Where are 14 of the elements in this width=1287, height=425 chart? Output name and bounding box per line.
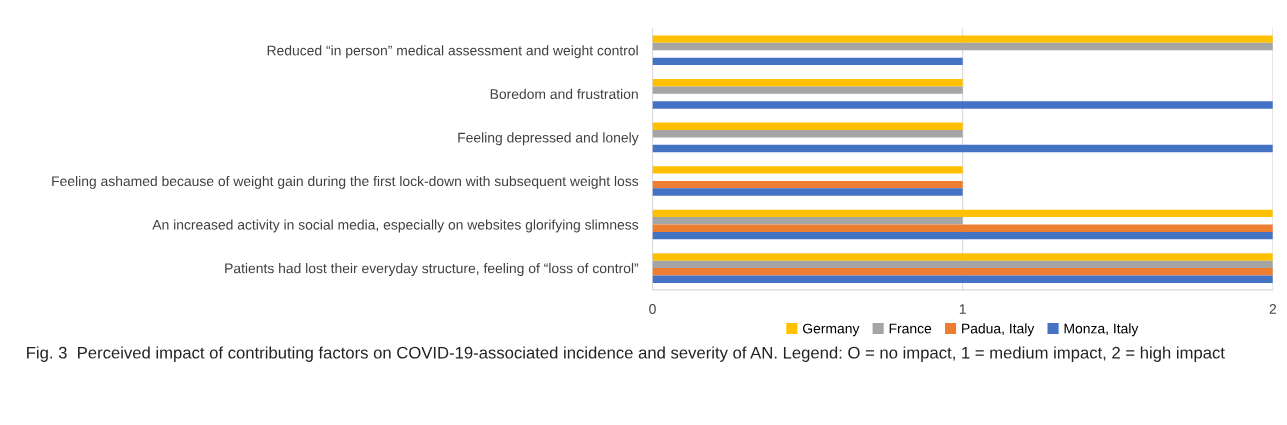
x-tick-label: 0: [649, 304, 656, 314]
y-tick-label: Boredom and frustration: [490, 88, 638, 99]
y-tick-label: Reduced “in person” medical assessment and weight control: [267, 45, 638, 59]
legend-label: Germany: [802, 323, 860, 337]
legend-label: France: [889, 323, 932, 334]
legend-label: Monza, Italy: [1064, 323, 1139, 337]
y-tick-label: Patients had lost their everyday structure, feeling of “loss of control”: [225, 263, 639, 276]
x-tick-label: 2: [1269, 304, 1277, 314]
x-tick-label: 1: [959, 304, 966, 314]
legend-label: Padua, Italy: [962, 323, 1035, 337]
y-tick-label: An increased activity in social media, especially on websites glorifying slimness: [152, 219, 639, 233]
caption: Fig. 3 Perceived impact of contributing factors on COVID-19-associated incidence and severity of AN. Legend: O = no impact, 1 = medium impact, 2 = high impact: [27, 346, 1225, 362]
y-tick-label: Feeling depressed and lonely: [458, 132, 639, 146]
y-tick-label: Feeling ashamed because of weight gain during the first lock-down with subsequent weight loss: [52, 175, 639, 189]
